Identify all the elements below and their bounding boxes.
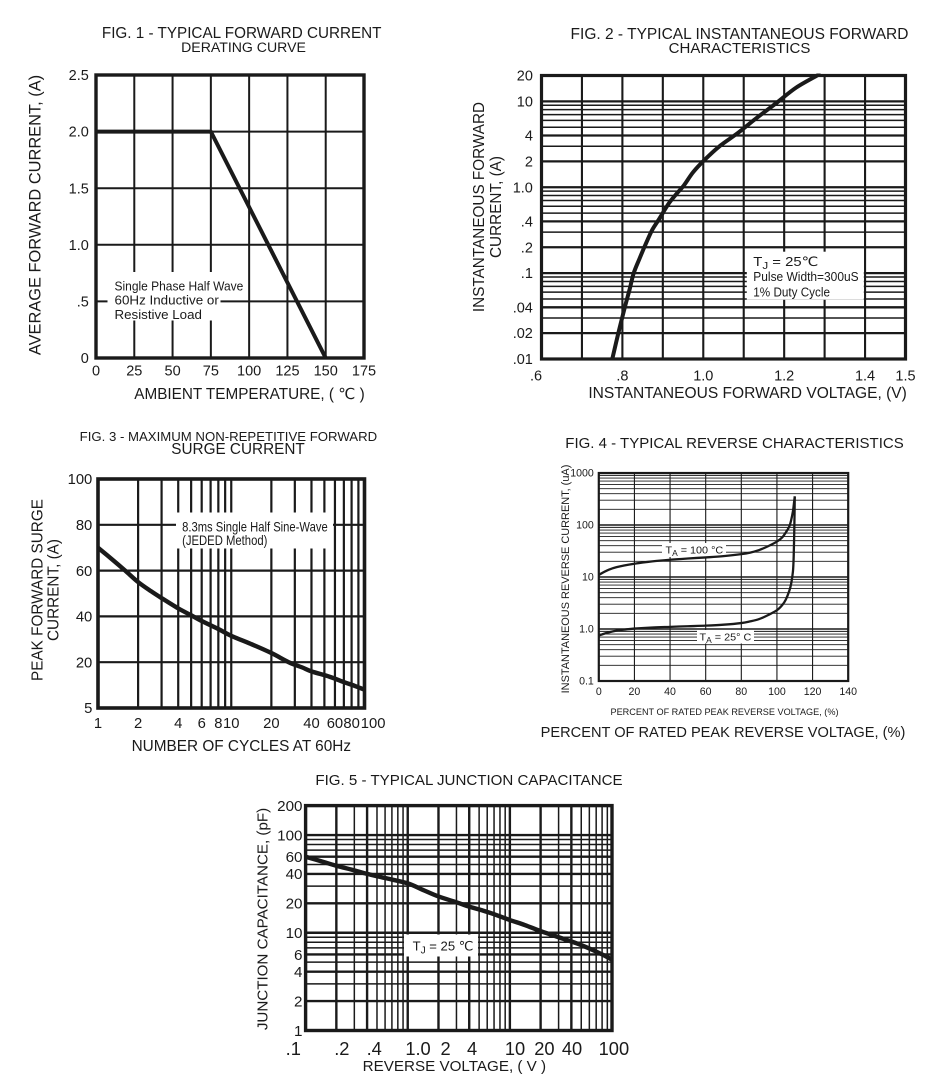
figure-3-title-line-2: SURGE CURRENT [171,440,305,458]
figure-2-title-line-2: CHARACTERISTICS [668,40,811,57]
figure-1-title-line-2: DERATING CURVE [181,39,306,56]
x-tick-label: 10 [505,1038,525,1059]
fig5-tj-box [404,934,478,957]
x-tick-label: 4 [467,1038,477,1059]
figure-4-title-line-1: FIG. 4 - TYPICAL REVERSE CHARACTERISTICS [565,435,904,453]
figure-5-title-line-1: FIG. 5 - TYPICAL JUNCTION CAPACITANCE [315,772,623,790]
y-tick-label: 20 [286,896,303,913]
figure-5-y-axis-label: JUNCTION CAPACITANCE, (pF) [254,807,272,1031]
x-tick-label: 2 [440,1038,450,1059]
x-tick-label: 40 [562,1038,582,1059]
y-tick-label: 6 [294,947,302,964]
figure-2-title-line-1: FIG. 2 - TYPICAL INSTANTANEOUS FORWARD [570,25,909,43]
figure-3-x-axis-label: NUMBER OF CYCLES AT 60Hz [131,737,352,755]
y-tick-label: 1 [294,1023,302,1040]
x-tick-label: .4 [367,1038,382,1059]
x-tick-label: .1 [286,1038,301,1059]
figure-3-title-line-1: FIG. 3 - MAXIMUM NON-REPETITIVE FORWARD [79,428,378,444]
x-tick-label: 1.0 [405,1038,430,1059]
y-tick-label: 4 [294,964,302,981]
fig5-tj-text: TJ = 25 ℃ [413,939,474,957]
fig5-grid [304,804,614,1032]
y-tick-label: 100 [277,827,302,844]
fig5-annotation-boxes [404,934,478,957]
figure-2-x-axis-label: INSTANTANEOUS FORWARD VOLTAGE, (V) [588,384,907,402]
figure-5-x-axis-label: REVERSE VOLTAGE, ( V ) [362,1058,547,1076]
figure-1-title-line-1: FIG. 1 - TYPICAL FORWARD CURRENT [101,25,382,43]
fig5-curves [304,854,613,962]
y-tick-label: 200 [277,798,302,815]
x-tick-label: 20 [534,1038,554,1059]
x-tick-label: .2 [334,1038,349,1059]
y-tick-label: 60 [286,849,303,866]
y-tick-label: 2 [294,993,302,1010]
fig5-plot-frame [303,803,614,1033]
y-tick-label: 40 [286,866,303,883]
figure-4-x-axis-label: PERCENT OF RATED PEAK REVERSE VOLTAGE, (… [540,725,906,742]
curve-junction-capacitance [304,854,613,962]
figure-4-x-axis-label-small: PERCENT OF RATED PEAK REVERSE VOLTAGE, (… [610,707,839,718]
y-tick-label: 10 [286,925,303,942]
x-tick-label: 100 [599,1038,630,1059]
figure-1-x-axis-label: AMBIENT TEMPERATURE, ( ℃ ) [134,385,365,403]
